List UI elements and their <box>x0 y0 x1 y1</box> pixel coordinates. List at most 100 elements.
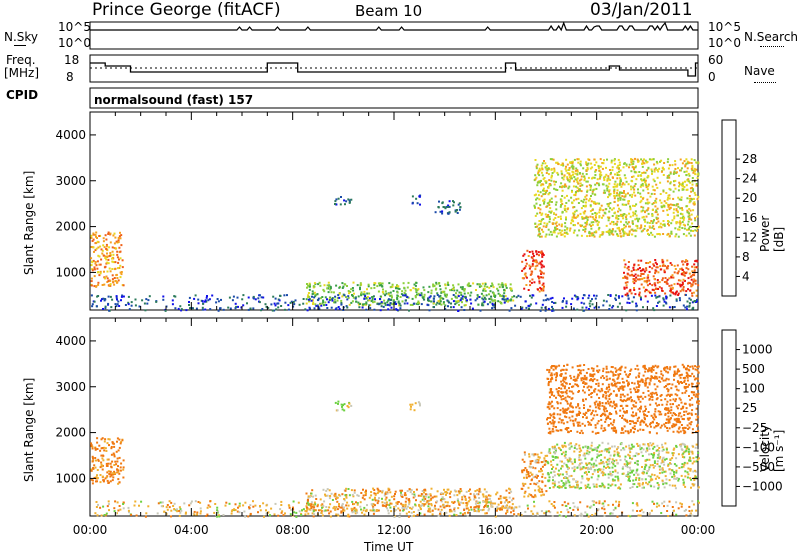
echo-cell <box>115 305 118 308</box>
echo-cell <box>662 298 665 301</box>
echo-cell <box>469 294 472 297</box>
echo-cell <box>623 162 626 165</box>
echo-cell <box>656 279 659 281</box>
echo-cell <box>656 377 659 380</box>
echo-cell <box>315 498 318 500</box>
echo-cell <box>334 401 337 404</box>
echo-cell <box>387 308 390 311</box>
echo-cell <box>644 384 647 387</box>
echo-cell <box>640 378 643 381</box>
echo-cell <box>687 223 689 226</box>
echo-cell <box>540 220 543 223</box>
echo-cell <box>692 281 695 284</box>
echo-cell <box>492 502 495 505</box>
echo-cell <box>677 196 680 199</box>
echo-cell <box>691 164 694 167</box>
echo-cell <box>648 226 651 229</box>
echo-cell <box>313 291 316 294</box>
echo-cell <box>589 300 592 303</box>
echo-cell <box>93 285 96 288</box>
echo-cell <box>427 510 430 513</box>
echo-cell <box>539 269 542 272</box>
echo-cell <box>523 476 525 479</box>
echo-cell <box>404 299 407 302</box>
echo-cell <box>572 410 574 413</box>
echo-cell <box>583 404 585 407</box>
echo-cell <box>456 209 458 211</box>
echo-cell <box>691 180 694 183</box>
echo-cell <box>661 377 664 380</box>
echo-cell <box>542 193 545 196</box>
echo-cell <box>607 196 609 199</box>
echo-cell <box>120 441 123 443</box>
echo-cell <box>641 209 644 212</box>
echo-cell <box>542 189 544 192</box>
echo-cell <box>628 448 631 451</box>
echo-cell <box>600 472 603 474</box>
echo-cell <box>553 170 556 173</box>
echo-cell <box>458 208 461 211</box>
echo-cell <box>561 203 564 205</box>
echo-cell <box>612 462 614 464</box>
echo-cell <box>330 492 333 495</box>
echo-cell <box>556 161 559 164</box>
echo-cell <box>435 281 438 284</box>
echo-cell <box>681 183 684 186</box>
echo-cell <box>470 291 473 294</box>
echo-cell <box>583 198 586 201</box>
echo-cell <box>551 301 554 303</box>
echo-cell <box>571 216 574 219</box>
echo-cell <box>658 295 661 298</box>
echo-cell <box>667 393 670 396</box>
echo-cell <box>669 182 672 185</box>
echo-cell <box>473 494 476 497</box>
echo-cell <box>661 446 664 449</box>
echo-cell <box>652 442 655 445</box>
echo-cell <box>430 292 433 295</box>
echo-cell <box>633 168 635 171</box>
echo-cell <box>336 508 339 511</box>
echo-cell <box>642 374 645 377</box>
echo-cell <box>588 451 591 454</box>
echo-cell <box>97 254 100 257</box>
echo-cell <box>419 500 422 503</box>
echo-cell <box>108 267 111 270</box>
echo-cell <box>594 424 597 427</box>
echo-cell <box>542 276 545 279</box>
echo-cell <box>365 492 367 495</box>
echo-cell <box>557 173 560 176</box>
echo-cell <box>430 497 433 500</box>
echo-cell <box>680 474 683 477</box>
echo-cell <box>351 294 353 296</box>
echo-cell <box>563 380 566 383</box>
echo-cell <box>628 232 631 235</box>
echo-cell <box>564 372 567 375</box>
echo-cell <box>672 454 675 457</box>
echo-cell <box>444 304 447 307</box>
echo-cell <box>560 233 563 236</box>
echo-cell <box>95 459 97 462</box>
echo-cell <box>681 427 684 430</box>
echo-cell <box>640 278 643 281</box>
echo-cell <box>103 449 106 452</box>
echo-cell <box>93 275 96 278</box>
echo-cell <box>629 194 631 197</box>
echo-cell <box>549 389 552 392</box>
echo-cell <box>539 309 542 312</box>
echo-cell <box>119 237 122 240</box>
echo-cell <box>372 487 375 490</box>
echo-cell <box>580 234 583 237</box>
echo-cell <box>604 391 607 394</box>
echo-cell <box>555 429 558 432</box>
echo-cell <box>467 490 470 492</box>
echo-cell <box>666 407 669 410</box>
echo-cell <box>443 488 445 491</box>
echo-cell <box>563 462 566 465</box>
echo-cell <box>134 304 137 307</box>
echo-cell <box>420 303 423 306</box>
echo-cell <box>320 504 323 507</box>
echo-cell <box>537 207 540 210</box>
echo-cell <box>610 230 613 233</box>
echo-cell <box>260 309 262 312</box>
echo-cell <box>604 175 607 178</box>
